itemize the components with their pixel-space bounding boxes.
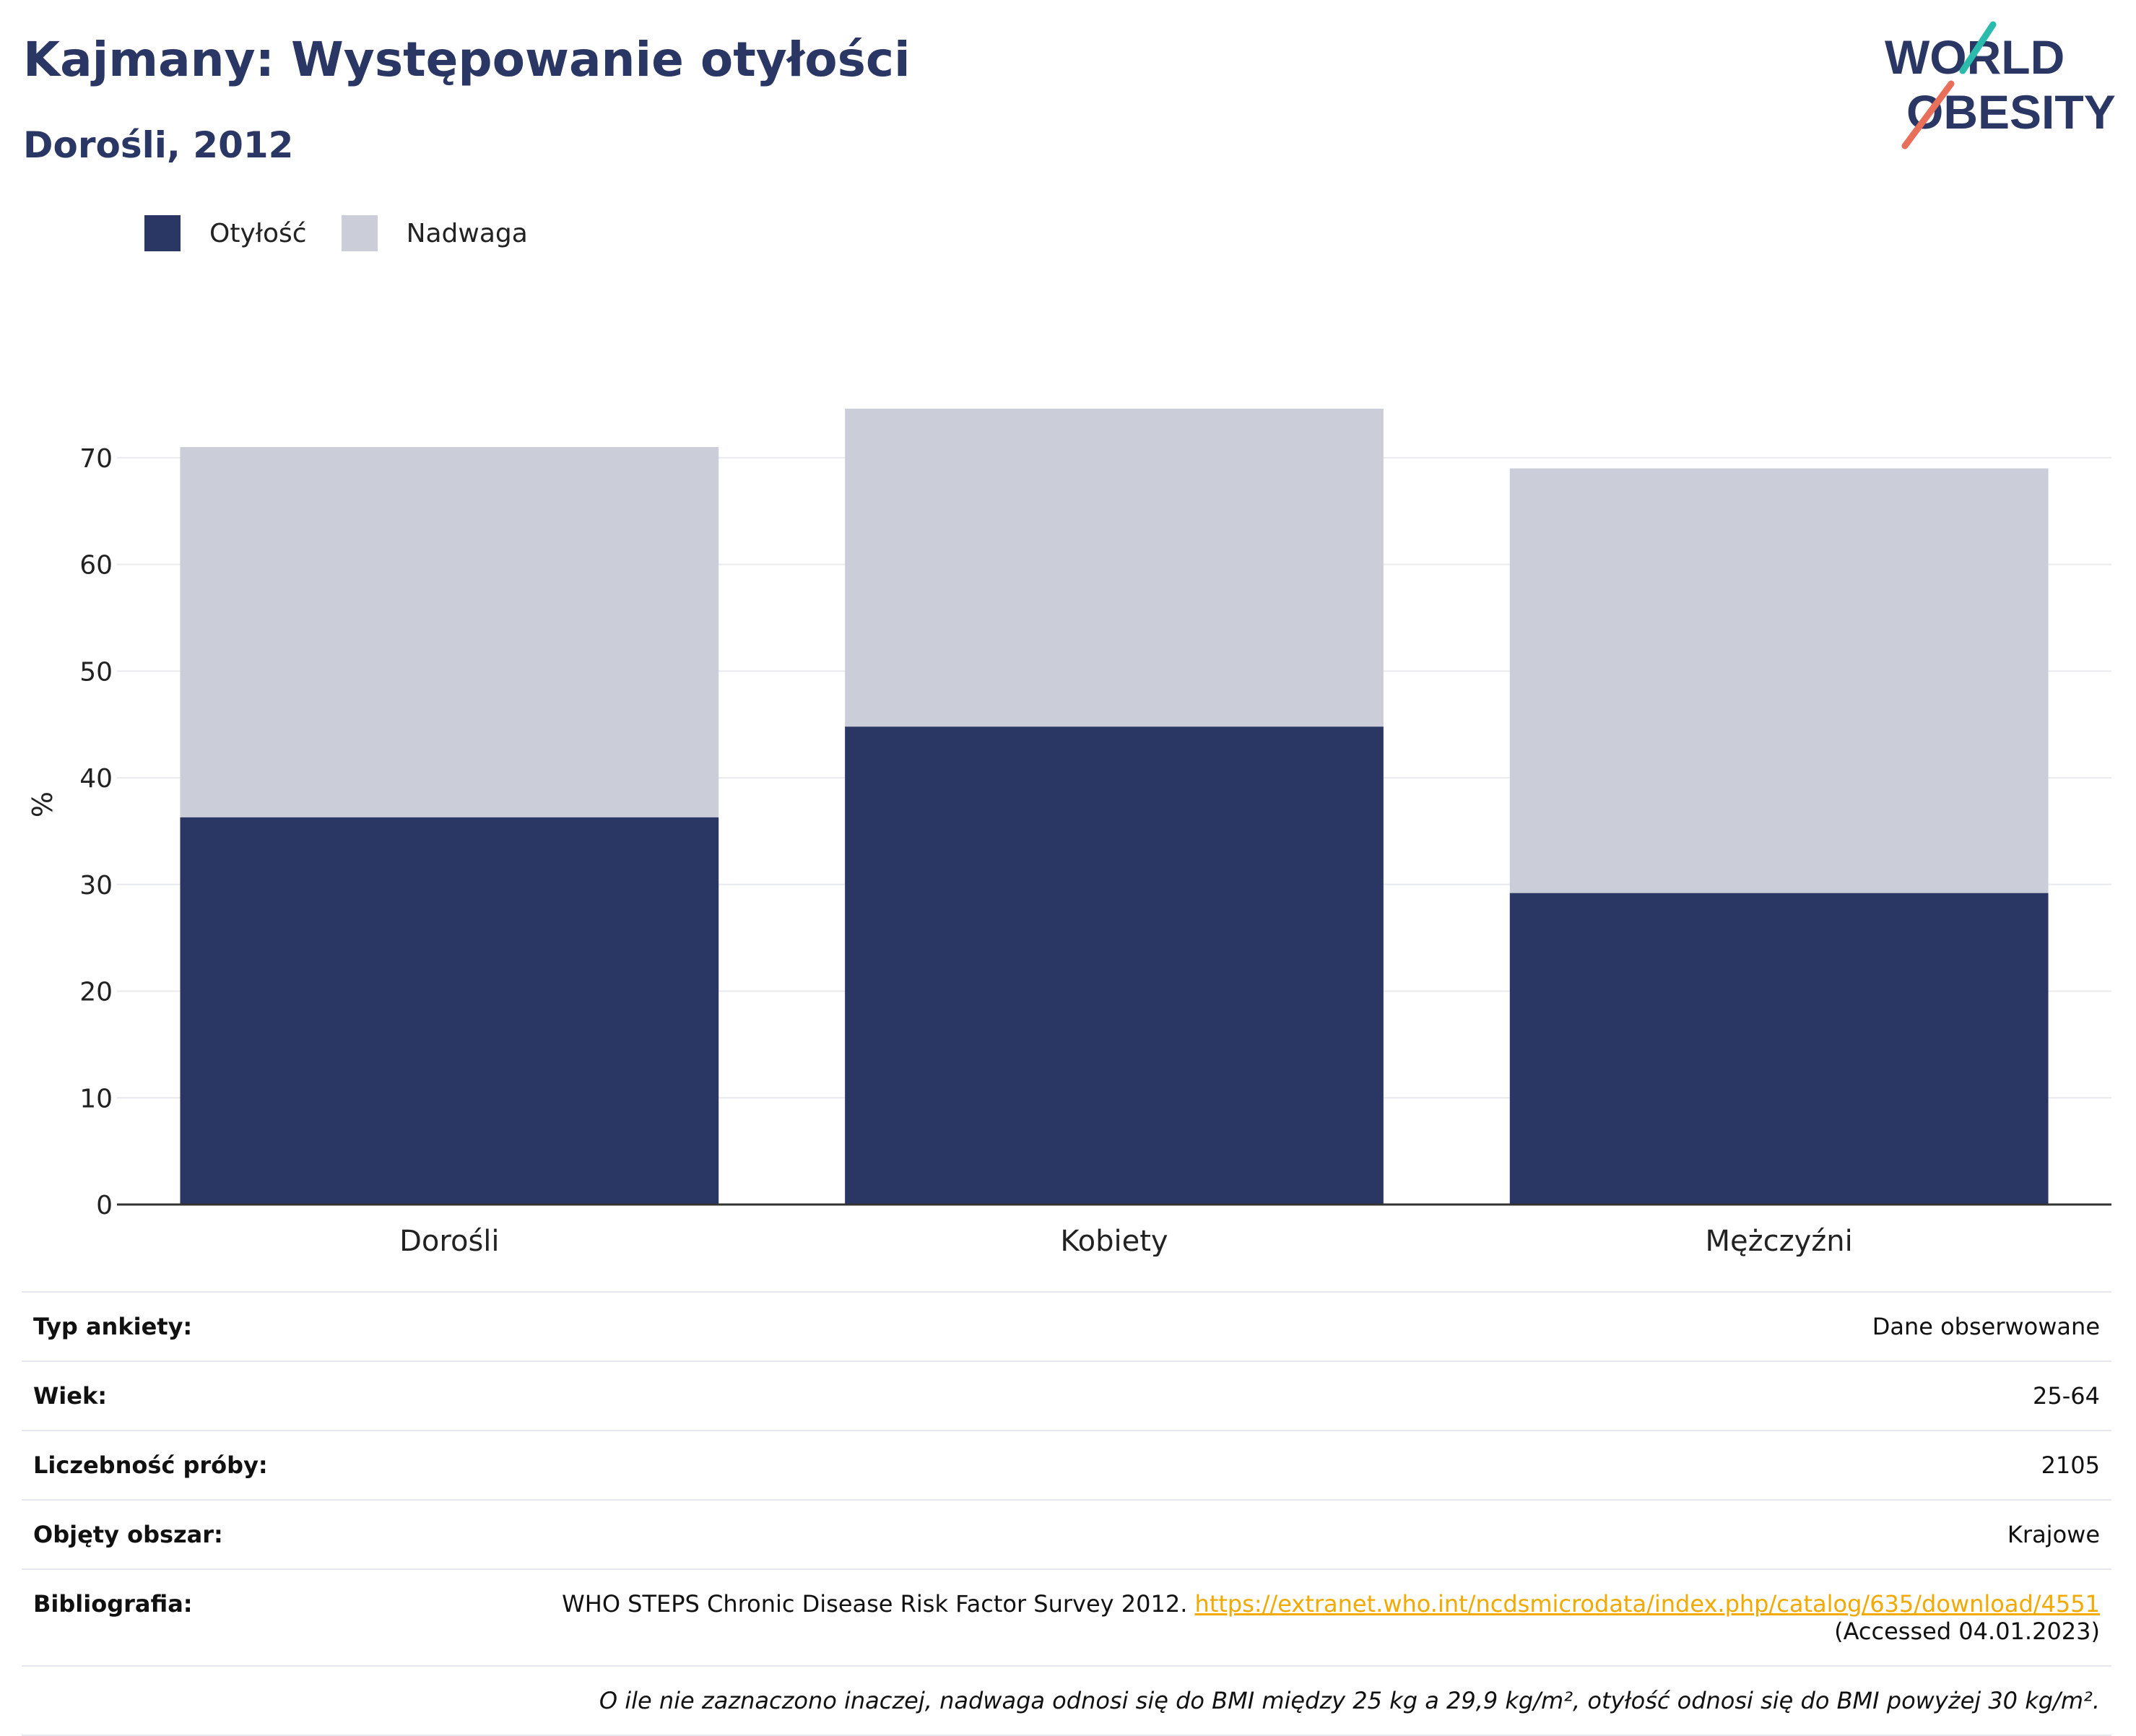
meta-value: Dane obserwowane bbox=[1872, 1313, 2100, 1340]
legend-label-obesity: Otyłość bbox=[209, 218, 307, 248]
legend-swatch-obesity bbox=[144, 215, 181, 251]
meta-value: Krajowe bbox=[2007, 1521, 2100, 1548]
meta-row-area: Objęty obszar: Krajowe bbox=[22, 1501, 2111, 1570]
meta-row-bibliography: Bibliografia: WHO STEPS Chronic Disease … bbox=[22, 1570, 2111, 1667]
meta-value: 25-64 bbox=[2033, 1382, 2100, 1410]
logo-word-obesity: OBESITY bbox=[1906, 85, 2116, 139]
bibliography-link[interactable]: https://extranet.who.int/ncdsmicrodata/i… bbox=[1194, 1590, 2100, 1618]
logo-slash-coral bbox=[1901, 80, 1955, 149]
chart-title: Kajmany: Występowanie otyłości bbox=[23, 32, 911, 87]
meta-label: Bibliografia: bbox=[33, 1590, 193, 1618]
y-tick-label: 70 bbox=[79, 444, 113, 474]
legend-item-obesity[interactable]: Otyłość bbox=[144, 215, 307, 251]
bar-obesity bbox=[845, 726, 1384, 1205]
meta-label: Typ ankiety: bbox=[33, 1313, 193, 1340]
bibliography-accessed: (Accessed 04.01.2023) bbox=[1834, 1618, 2100, 1645]
bar-chart: 0 10 20 30 40 50 60 70% Dorośli Kobiety Mężczyźni bbox=[27, 408, 2111, 1257]
meta-row-age: Wiek: 25-64 bbox=[22, 1362, 2111, 1431]
world-obesity-logo: WORLD OBESITY bbox=[1885, 21, 2116, 149]
bibliography-value: WHO STEPS Chronic Disease Risk Factor Su… bbox=[562, 1590, 2100, 1645]
meta-row-survey-type: Typ ankiety: Dane obserwowane bbox=[22, 1293, 2111, 1362]
metadata-table: Typ ankiety: Dane obserwowane Wiek: 25-6… bbox=[22, 1291, 2111, 1736]
chart-subtitle: Dorośli, 2012 bbox=[23, 124, 294, 166]
y-tick-label: 20 bbox=[79, 978, 113, 1007]
meta-row-note: O ile nie zaznaczono inaczej, nadwaga od… bbox=[22, 1667, 2111, 1736]
meta-value: 2105 bbox=[2041, 1451, 2100, 1479]
bibliography-text: WHO STEPS Chronic Disease Risk Factor Su… bbox=[562, 1590, 1188, 1618]
meta-label: Wiek: bbox=[33, 1382, 108, 1410]
legend-item-overweight[interactable]: Nadwaga bbox=[341, 215, 528, 251]
bar-obesity bbox=[180, 817, 719, 1205]
x-tick-label: Mężczyźni bbox=[1706, 1225, 1853, 1257]
chart-legend: Otyłość Nadwaga bbox=[144, 215, 563, 251]
bar-overweight bbox=[1509, 468, 2049, 893]
x-tick-label: Dorośli bbox=[399, 1225, 499, 1257]
definition-note: O ile nie zaznaczono inaczej, nadwaga od… bbox=[599, 1687, 2100, 1714]
y-tick-label: 10 bbox=[79, 1084, 113, 1114]
meta-row-sample-size: Liczebność próby: 2105 bbox=[22, 1431, 2111, 1501]
meta-label: Liczebność próby: bbox=[33, 1451, 268, 1479]
y-tick-label: 0 bbox=[96, 1191, 113, 1220]
legend-swatch-overweight bbox=[341, 215, 378, 251]
y-tick-label: 50 bbox=[79, 657, 113, 687]
bar-overweight bbox=[180, 447, 719, 817]
x-tick-label: Kobiety bbox=[1060, 1225, 1168, 1257]
bar-obesity bbox=[1509, 893, 2049, 1205]
y-axis-label: % bbox=[27, 791, 58, 817]
y-tick-label: 60 bbox=[79, 551, 113, 581]
y-tick-label: 40 bbox=[79, 764, 113, 794]
legend-label-overweight: Nadwaga bbox=[406, 218, 528, 248]
meta-label: Objęty obszar: bbox=[33, 1521, 223, 1548]
y-tick-label: 30 bbox=[79, 871, 113, 900]
bar-overweight bbox=[845, 408, 1384, 727]
logo-slash-teal bbox=[1959, 21, 1997, 74]
